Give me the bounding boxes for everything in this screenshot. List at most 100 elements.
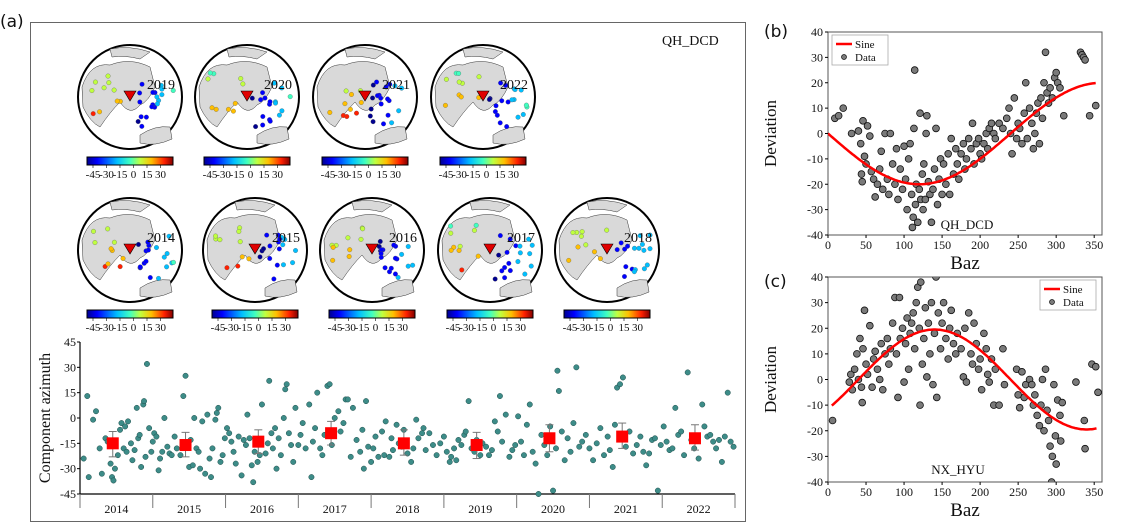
data-point: [302, 445, 309, 452]
event-dot: [528, 263, 534, 269]
data-point: [213, 409, 220, 416]
data-point: [375, 453, 382, 460]
data-point: [854, 127, 863, 135]
data-point: [850, 365, 859, 374]
data-point: [389, 447, 396, 454]
data-point: [244, 411, 251, 418]
event-dot: [396, 108, 402, 114]
event-dot: [503, 82, 509, 88]
data-point: [553, 445, 559, 452]
event-dot: [375, 93, 380, 99]
data-point: [663, 438, 670, 445]
station-annotation: NX_HYU: [931, 462, 985, 477]
event-dot: [385, 112, 391, 118]
data-point: [982, 344, 990, 353]
event-dot: [623, 264, 629, 270]
legend-box: [1039, 279, 1097, 311]
event-dot: [639, 241, 645, 247]
data-point: [619, 374, 626, 381]
data-point: [713, 445, 720, 452]
data-point: [550, 487, 557, 494]
data-point: [949, 339, 958, 348]
colorbar-tick-label: 30: [390, 169, 402, 181]
colorbar-tick-label: -45: [203, 169, 218, 181]
event-dot: [209, 105, 215, 111]
event-dot: [370, 95, 376, 101]
data-point: [357, 448, 364, 455]
event-dot: [442, 102, 448, 108]
colorbar: [439, 156, 527, 166]
data-point: [148, 448, 155, 455]
data-point: [985, 378, 994, 386]
event-dot: [239, 254, 245, 260]
event-dot: [213, 106, 219, 112]
y-tick-label: -30: [807, 203, 823, 217]
event-dot: [399, 251, 405, 257]
event-dot: [592, 249, 597, 255]
panel-label-a: (a): [0, 12, 24, 32]
data-point: [916, 109, 924, 117]
event-dot: [392, 83, 398, 89]
colorbar-tick-label: 15: [267, 322, 279, 334]
event-dot: [226, 106, 231, 112]
event-dot: [456, 79, 462, 85]
y-tick-label: -40: [807, 475, 823, 489]
event-dot: [143, 114, 149, 120]
data-point: [927, 218, 936, 227]
data-point: [262, 450, 269, 457]
event-dot: [512, 87, 518, 93]
data-point: [564, 435, 571, 442]
data-point: [1046, 442, 1054, 450]
data-point: [944, 150, 952, 158]
event-dot: [507, 268, 513, 274]
data-point: [643, 462, 650, 469]
data-point: [869, 175, 878, 183]
data-point: [727, 438, 734, 445]
data-point: [945, 190, 954, 199]
event-dot: [276, 246, 282, 252]
event-dot: [499, 268, 505, 274]
event-dot: [105, 226, 111, 232]
data-point: [586, 445, 593, 452]
event-dot: [456, 70, 462, 76]
data-point: [283, 381, 290, 388]
event-dot: [108, 246, 114, 252]
event-dot: [166, 233, 172, 239]
data-point: [80, 455, 87, 462]
data-point: [903, 314, 911, 322]
data-point: [640, 448, 647, 455]
data-point: [845, 378, 854, 386]
x-axis-label: Baz: [950, 253, 980, 274]
event-dot: [344, 114, 350, 119]
data-point: [866, 132, 874, 140]
map-year-label: 2016: [389, 231, 417, 246]
yearly-mean-marker: [106, 437, 119, 450]
event-dot: [518, 87, 524, 93]
land-arctic: [109, 200, 151, 213]
data-point: [611, 421, 618, 428]
y-tick-label: -45: [60, 487, 76, 501]
x-tick-label: 0: [825, 485, 831, 499]
land-arctic: [462, 47, 504, 60]
data-point: [951, 350, 960, 358]
data-point: [494, 428, 501, 435]
data-point: [1033, 411, 1041, 420]
data-point: [206, 455, 213, 462]
data-point: [1052, 460, 1060, 468]
data-point: [684, 369, 691, 376]
data-point: [85, 474, 92, 481]
data-point: [999, 124, 1007, 133]
event-dot: [502, 265, 508, 270]
data-point: [654, 487, 661, 494]
data-point: [440, 433, 447, 440]
event-dot: [509, 97, 515, 103]
colorbar-tick-label: 0: [131, 169, 137, 181]
event-dot: [224, 265, 230, 271]
event-dot: [494, 112, 500, 118]
colorbar-tick-label: 30: [508, 169, 520, 181]
event-dot: [504, 124, 510, 130]
data-point: [264, 440, 271, 447]
y-tick-label: -40: [807, 228, 823, 242]
data-point: [1041, 365, 1050, 374]
data-point: [718, 458, 725, 465]
